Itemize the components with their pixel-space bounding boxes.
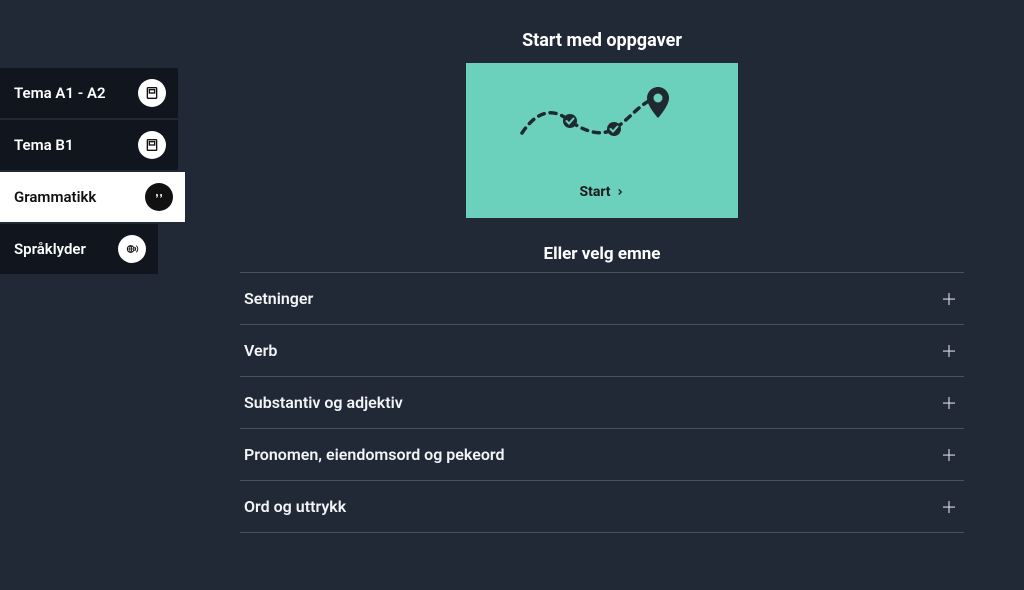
plus-icon [940, 446, 958, 464]
topic-label: Verb [244, 341, 277, 360]
plus-icon [940, 498, 958, 516]
plus-icon [940, 342, 958, 360]
plus-icon [940, 290, 958, 308]
path-illustration [512, 85, 692, 151]
main-content: Start med oppgaver Start Eller velg emne… [240, 30, 964, 533]
chevron-right-icon [615, 187, 625, 197]
topic-list: Setninger Verb Substantiv og adjektiv Pr… [240, 272, 964, 533]
sidebar-item-label: Grammatikk [14, 188, 96, 206]
globe-icon [118, 235, 146, 263]
page-header: Start med oppgaver [240, 30, 964, 51]
topic-label: Pronomen, eiendomsord og pekeord [244, 445, 505, 464]
topic-row-ord[interactable]: Ord og uttrykk [240, 481, 964, 533]
topic-label: Ord og uttrykk [244, 497, 346, 516]
sidebar-item-label: Tema A1 - A2 [14, 84, 106, 102]
topic-row-pronomen[interactable]: Pronomen, eiendomsord og pekeord [240, 429, 964, 481]
start-button-label: Start [579, 184, 624, 200]
sidebar-item-grammatikk[interactable]: Grammatikk [0, 172, 185, 222]
topic-label: Setninger [244, 289, 313, 308]
sidebar-item-label: Språklyder [14, 240, 86, 258]
topic-row-substantiv[interactable]: Substantiv og adjektiv [240, 377, 964, 429]
quote-icon [145, 183, 173, 211]
start-card[interactable]: Start [466, 63, 738, 218]
sidebar-item-tema-a1a2[interactable]: Tema A1 - A2 [0, 68, 178, 118]
sidebar-item-spraklyder[interactable]: Språklyder [0, 224, 158, 274]
book-icon [138, 79, 166, 107]
topic-row-verb[interactable]: Verb [240, 325, 964, 377]
sidebar: Tema A1 - A2 Tema B1 Grammatikk Språklyd… [0, 68, 185, 276]
subheader: Eller velg emne [240, 244, 964, 264]
sidebar-item-tema-b1[interactable]: Tema B1 [0, 120, 178, 170]
topic-row-setninger[interactable]: Setninger [240, 273, 964, 325]
book-icon [138, 131, 166, 159]
sidebar-item-label: Tema B1 [14, 136, 74, 154]
plus-icon [940, 394, 958, 412]
topic-label: Substantiv og adjektiv [244, 393, 403, 412]
